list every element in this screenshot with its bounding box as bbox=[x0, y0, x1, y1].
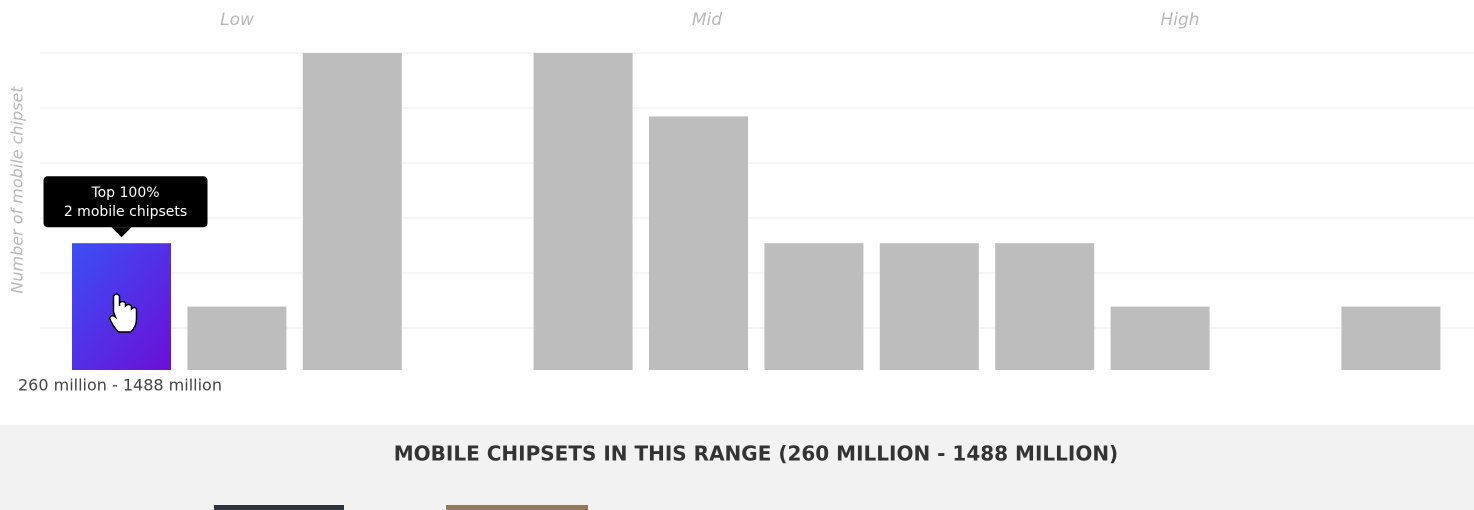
cursor bbox=[108, 293, 138, 333]
bar[interactable] bbox=[533, 53, 633, 370]
bar[interactable] bbox=[879, 243, 979, 370]
bar[interactable] bbox=[995, 243, 1095, 370]
bar[interactable] bbox=[1110, 306, 1210, 370]
tooltip-text: Top 100% bbox=[90, 185, 159, 201]
section-label: High bbox=[1160, 10, 1199, 30]
bar[interactable] bbox=[187, 306, 287, 370]
range-label: 260 million - 1488 million bbox=[18, 376, 222, 395]
y-axis-label: Number of mobile chipset bbox=[8, 86, 27, 294]
tooltip: Top 100% 2 mobile chipsets bbox=[43, 176, 208, 238]
section-label: Low bbox=[220, 10, 254, 30]
decor-lines bbox=[40, 52, 1474, 329]
tooltip-text: 2 mobile chipsets bbox=[64, 204, 187, 220]
bar[interactable] bbox=[302, 53, 402, 370]
section-label: Mid bbox=[692, 10, 722, 30]
results-panel bbox=[0, 425, 1474, 510]
chip-image[interactable] bbox=[446, 505, 588, 510]
bar[interactable] bbox=[649, 116, 748, 371]
tooltip-box bbox=[43, 176, 208, 228]
bar[interactable] bbox=[764, 243, 864, 370]
tooltip-arrow bbox=[111, 227, 132, 238]
bar[interactable] bbox=[1341, 306, 1441, 370]
section-heading: MOBILE CHIPSETS IN THIS RANGE (260 MILLI… bbox=[394, 442, 1118, 466]
chip-image[interactable] bbox=[214, 505, 344, 510]
